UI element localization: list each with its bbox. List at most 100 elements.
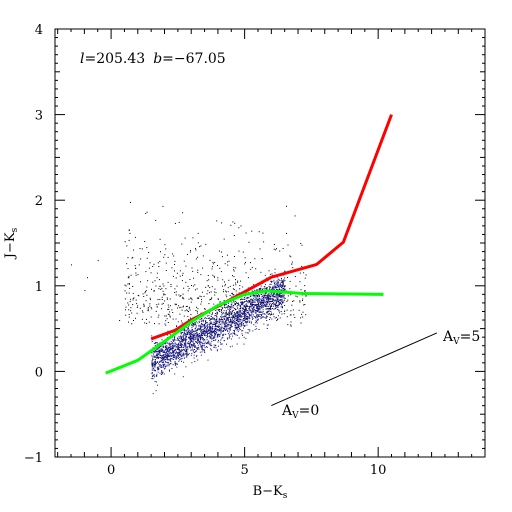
scatter-point — [213, 332, 215, 333]
scatter-point — [299, 300, 301, 302]
scatter-point — [237, 313, 239, 315]
scatter-point — [206, 331, 208, 333]
scatter-point — [192, 237, 194, 239]
scatter-point — [196, 338, 198, 340]
scatter-point — [182, 340, 184, 342]
scatter-point — [182, 376, 184, 378]
scatter-point — [225, 320, 227, 322]
scatter-point — [216, 317, 218, 319]
scatter-point — [245, 332, 247, 334]
scatter-point — [245, 321, 247, 323]
scatter-point — [208, 343, 210, 345]
scatter-point — [203, 350, 205, 352]
scatter-point — [159, 357, 161, 358]
scatter-point — [171, 354, 173, 356]
scatter-point — [180, 338, 182, 339]
scatter-point — [212, 266, 213, 268]
scatter-point — [238, 250, 240, 252]
scatter-point — [279, 280, 281, 282]
scatter-point — [194, 345, 196, 347]
scatter-point — [251, 321, 252, 323]
scatter-point — [194, 339, 196, 341]
scatter-point — [266, 316, 268, 318]
scatter-point — [226, 306, 228, 308]
scatter-point — [228, 260, 230, 262]
scatter-point — [201, 319, 203, 321]
scatter-point — [135, 317, 136, 319]
scatter-point — [274, 285, 276, 287]
scatter-point — [214, 326, 216, 327]
scatter-point — [247, 329, 249, 331]
scatter-point — [156, 367, 158, 369]
scatter-point — [228, 313, 230, 315]
scatter-point — [278, 288, 280, 290]
scatter-point — [201, 324, 203, 326]
scatter-point — [225, 294, 227, 296]
scatter-point — [282, 287, 284, 289]
scatter-point — [239, 312, 241, 314]
scatter-point — [227, 287, 229, 289]
scatter-point — [304, 277, 306, 279]
scatter-point — [161, 370, 163, 372]
scatter-point — [221, 311, 223, 313]
scatter-point — [206, 324, 208, 326]
scatter-point — [291, 304, 293, 306]
scatter-point — [269, 298, 271, 300]
scatter-point — [231, 311, 233, 313]
scatter-point — [211, 328, 213, 330]
scatter-point — [199, 329, 200, 331]
scatter-point — [214, 336, 216, 338]
scatter-point — [179, 336, 181, 338]
scatter-point — [276, 297, 278, 298]
scatter-point — [218, 310, 220, 311]
scatter-point — [230, 319, 232, 321]
scatter-point — [174, 345, 176, 347]
scatter-point — [84, 290, 86, 292]
scatter-point — [190, 340, 192, 342]
scatter-point — [238, 324, 239, 326]
scatter-point — [157, 371, 159, 373]
scatter-point — [276, 280, 278, 282]
scatter-point — [168, 354, 170, 356]
scatter-point — [259, 301, 261, 303]
scatter-point — [146, 322, 148, 324]
scatter-point — [213, 303, 215, 305]
scatter-point — [197, 336, 199, 337]
scatter-point — [259, 312, 261, 313]
scatter-point — [138, 264, 140, 266]
scatter-point — [181, 355, 182, 357]
scatter-point — [249, 315, 251, 317]
scatter-point — [260, 285, 262, 287]
scatter-point — [171, 345, 173, 347]
scatter-point — [200, 325, 202, 327]
scatter-point — [273, 300, 275, 302]
scatter-point — [162, 354, 164, 356]
scatter-point — [157, 351, 159, 353]
scatter-point — [284, 310, 286, 312]
scatter-point — [188, 329, 190, 331]
scatter-point — [135, 299, 137, 301]
scatter-point — [208, 279, 210, 281]
scatter-point — [190, 334, 192, 336]
scatter-point — [227, 264, 229, 266]
scatter-point — [142, 310, 143, 312]
scatter-point — [185, 366, 187, 368]
scatter-point — [247, 318, 249, 320]
scatter-point — [255, 303, 257, 305]
scatter-point — [216, 313, 218, 315]
scatter-point — [159, 352, 161, 354]
scatter-point — [167, 334, 169, 336]
scatter-point — [175, 303, 177, 305]
scatter-point — [195, 351, 197, 353]
scatter-point — [185, 337, 187, 339]
scatter-point — [271, 314, 273, 315]
scatter-point — [291, 263, 293, 265]
scatter-point — [267, 305, 269, 307]
scatter-point — [209, 259, 211, 261]
scatter-point — [258, 315, 260, 317]
scatter-point — [235, 314, 237, 316]
scatter-point — [232, 292, 233, 294]
scatter-point — [235, 282, 236, 284]
scatter-point — [164, 354, 166, 356]
scatter-point — [237, 281, 239, 283]
